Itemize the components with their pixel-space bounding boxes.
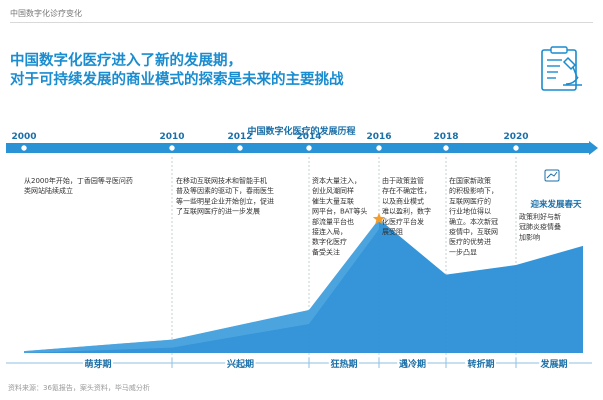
milestone-year-label: 2016 [366, 132, 391, 142]
annotation-text: 冠肺炎疫情叠 [519, 222, 561, 231]
annotation-text: 政策利好与新 [519, 212, 561, 221]
annotation-text: 以及商业模式 [382, 196, 424, 205]
annotation-text: 普及等因素的驱动下，春雨医生 [176, 186, 274, 195]
annotation-text: 难以盈利，数字 [382, 207, 431, 216]
milestone-year-label: 2000 [11, 132, 36, 142]
phase-label: 萌芽期 [84, 358, 111, 370]
annotation-text: 加影响 [519, 232, 540, 241]
spring-growth-icon [544, 169, 560, 182]
spring-growth-icon [546, 171, 558, 179]
growth-area-highlight [24, 219, 379, 353]
milestone-year-label: 2012 [227, 132, 252, 142]
annotation-text: 疫情中，互联网 [449, 227, 498, 236]
milestone-dot [304, 143, 314, 153]
phase-label: 转折期 [467, 358, 494, 370]
growth-area [24, 219, 583, 353]
milestone-year-label: 2018 [433, 132, 458, 142]
milestone-year-label: 2014 [296, 132, 321, 142]
phase-label: 兴起期 [227, 358, 254, 370]
highlight-label: 迎来发展春天 [530, 199, 582, 210]
annotation-text: 存在不确定性， [382, 186, 431, 195]
annotation-text: 确立。本次新冠 [449, 217, 498, 226]
phase-label: 遇冷期 [399, 358, 426, 370]
annotation-text: 由于政策监管 [382, 176, 424, 185]
milestone-dot [374, 143, 384, 153]
milestone-year-label: 2010 [159, 132, 184, 142]
headline-line-1: 中国数字化医疗进入了新的发展期， [10, 53, 242, 69]
timeline-bar [6, 143, 589, 153]
annotation-text: 互联网医疗的 [449, 196, 491, 205]
annotation-text: 备受关注 [312, 247, 340, 256]
headline-line-2: 对于可持续发展的商业模式的探索是未来的主要挑战 [10, 72, 344, 88]
annotation-text: 化医疗平台发 [382, 217, 424, 226]
annotation-text: 展受阻 [382, 227, 403, 236]
milestone-dot [235, 143, 245, 153]
milestone-dot [19, 143, 29, 153]
annotation-text: 在国家新政策 [449, 176, 491, 185]
milestone-dot [441, 143, 451, 153]
annotation-text: 数字化医疗 [312, 237, 347, 246]
annotation-text: 部流量平台也 [312, 217, 354, 226]
annotation-text: 在移动互联网技术和智能手机 [176, 176, 267, 185]
phase-label: 发展期 [539, 358, 567, 370]
annotation-text: 从2000年开始，丁香园等寻医问药 [24, 176, 133, 185]
header-divider [10, 22, 593, 23]
annotation-text: 类网站陆续成立 [24, 186, 73, 195]
phase-label: 狂热期 [330, 358, 357, 370]
annotation-text: 了互联网医疗的进一步发展 [176, 207, 260, 216]
clipboard-microscope-icon [541, 46, 582, 91]
headline: 中国数字化医疗进入了新的发展期， 对于可持续发展的商业模式的探索是未来的主要挑战 [10, 52, 500, 90]
timeline-arrow [589, 141, 598, 155]
annotation-text: 的积极影响下， [449, 186, 498, 195]
chart-title: 中国数字化医疗的发展历程 [247, 127, 356, 137]
annotation-text: 一步凸显 [449, 248, 477, 256]
annotation-text: 资本大量注入， [312, 176, 361, 185]
annotation-text: 行业地位得以 [449, 207, 491, 216]
milestone-year-label: 2020 [503, 132, 528, 142]
source-note: 资料来源：36氪报告，案头资料，毕马威分析 [8, 384, 150, 392]
annotation-text: 等一些明星企业开始创立，促进 [176, 196, 274, 205]
annotation-text: 网平台，BAT等头 [312, 207, 367, 216]
annotation-text: 催生大量互联 [312, 196, 354, 205]
annotation-text: 创业风潮同样 [312, 186, 354, 195]
annotation-text: 接连入局， [312, 227, 347, 236]
annotation-text: 医疗的优势进 [449, 237, 491, 246]
milestone-dot [511, 143, 521, 153]
milestone-dot [167, 143, 177, 153]
section-label: 中国数字化诊疗变化 [10, 9, 82, 18]
star-icon [372, 212, 386, 225]
